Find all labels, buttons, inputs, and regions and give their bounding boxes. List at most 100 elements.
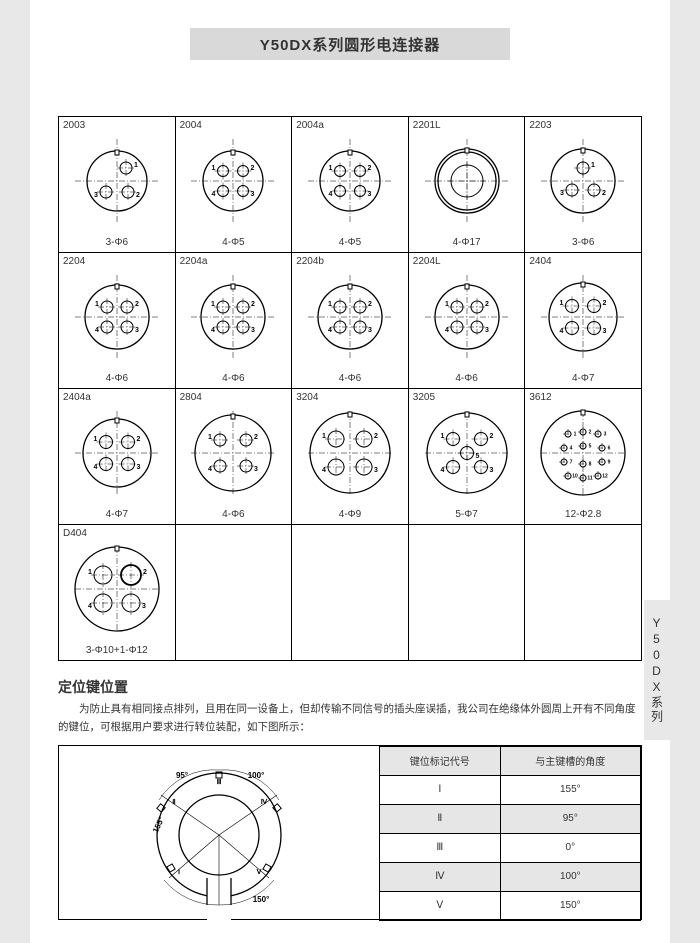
key-code: Ⅲ	[380, 833, 501, 862]
svg-text:3: 3	[254, 466, 258, 473]
svg-text:4: 4	[211, 327, 215, 334]
page-title: Y50DX系列圆形电连接器	[190, 28, 510, 60]
grid-cell: 2003 132 3-Φ6	[59, 117, 176, 253]
cell-spec: 4-Φ6	[409, 373, 525, 384]
cell-id: 2204L	[409, 253, 525, 267]
grid-cell	[408, 525, 525, 661]
grid-cell: 2204 1234 4-Φ6	[59, 253, 176, 389]
cell-spec: 4-Φ7	[59, 509, 175, 520]
svg-text:1: 1	[211, 301, 215, 308]
cell-spec: 4-Φ6	[292, 373, 408, 384]
key-row: Ⅰ155°	[380, 775, 641, 804]
svg-text:1: 1	[93, 436, 97, 443]
cell-id: 3204	[292, 389, 408, 403]
svg-text:2: 2	[489, 433, 493, 440]
angle-label: 150°	[253, 895, 270, 904]
cell-id: 2204b	[292, 253, 408, 267]
cell-spec: 5-Φ7	[409, 509, 525, 520]
section-title: 定位键位置	[58, 677, 642, 697]
grid-cell: 2204a 1234 4-Φ6	[175, 253, 292, 389]
key-row: Ⅴ150°	[380, 891, 641, 920]
svg-text:2: 2	[251, 301, 255, 308]
svg-text:3: 3	[94, 192, 98, 199]
grid-cell: 2203 132 3-Φ6	[525, 117, 642, 253]
svg-text:3: 3	[135, 327, 139, 334]
svg-text:10: 10	[572, 473, 578, 479]
svg-text:1: 1	[95, 301, 99, 308]
svg-text:3: 3	[136, 464, 140, 471]
svg-text:1: 1	[88, 569, 92, 576]
cell-id: 3612	[525, 389, 641, 403]
svg-text:1: 1	[322, 433, 326, 440]
cell-id: 3205	[409, 389, 525, 403]
cell-spec: 4-Φ6	[59, 373, 175, 384]
grid-cell: 2004a 1234 4-Φ5	[292, 117, 409, 253]
svg-text:Ⅳ: Ⅳ	[261, 798, 268, 806]
grid-cell: 2804 1234 4-Φ6	[175, 389, 292, 525]
svg-text:9: 9	[608, 459, 611, 465]
svg-text:2: 2	[485, 301, 489, 308]
cell-spec: 4-Φ6	[176, 373, 292, 384]
cell-id: 2004	[176, 117, 292, 131]
svg-text:4: 4	[560, 328, 564, 335]
grid-cell: D404 1234 3-Φ10+1-Φ12	[59, 525, 176, 661]
svg-text:4: 4	[328, 327, 332, 334]
grid-cell: 2404a 1234 4-Φ7	[59, 389, 176, 525]
grid-cell	[292, 525, 409, 661]
svg-text:2: 2	[589, 429, 592, 435]
svg-text:1: 1	[212, 165, 216, 172]
cell-id: 2201L	[409, 117, 525, 131]
page: Y50DX系列圆形电连接器 2003 132 3-Φ6 2004	[30, 0, 670, 943]
key-row: Ⅲ0°	[380, 833, 641, 862]
svg-text:2: 2	[603, 300, 607, 307]
grid-cell: 3204 1234 4-Φ9	[292, 389, 409, 525]
svg-text:5: 5	[475, 453, 479, 460]
svg-text:Ⅴ: Ⅴ	[256, 868, 262, 876]
cell-spec: 4-Φ5	[292, 237, 408, 248]
key-angle: 150°	[500, 891, 640, 920]
key-table: 键位标记代号 与主键槽的角度 Ⅰ155°Ⅱ95°Ⅲ0°Ⅳ100°Ⅴ150°	[379, 746, 641, 921]
svg-text:4: 4	[445, 327, 449, 334]
svg-text:3: 3	[603, 328, 607, 335]
svg-text:6: 6	[608, 445, 611, 451]
svg-text:1: 1	[445, 301, 449, 308]
key-angle: 100°	[500, 862, 640, 891]
cell-spec: 4-Φ5	[176, 237, 292, 248]
svg-text:4: 4	[212, 191, 216, 198]
svg-text:2: 2	[368, 165, 372, 172]
key-code: Ⅰ	[380, 775, 501, 804]
svg-text:2: 2	[136, 436, 140, 443]
svg-text:1: 1	[328, 301, 332, 308]
cell-spec: 3-Φ6	[59, 237, 175, 248]
angle-label: 100°	[248, 771, 265, 780]
svg-text:2: 2	[135, 301, 139, 308]
grid-cell: 2404 1234 4-Φ7	[525, 253, 642, 389]
svg-text:1: 1	[574, 431, 577, 437]
svg-text:5: 5	[589, 443, 592, 449]
side-tab: Y50DX系列	[644, 600, 670, 740]
svg-text:2: 2	[251, 165, 255, 172]
key-block: 100° 95° 155° 150° Ⅲ Ⅳ Ⅱ Ⅴ Ⅰ 键位标记代号 与主键槽…	[58, 745, 642, 920]
cell-id: 2203	[525, 117, 641, 131]
key-figure: 100° 95° 155° 150° Ⅲ Ⅳ Ⅱ Ⅴ Ⅰ	[59, 746, 379, 919]
svg-text:4: 4	[88, 603, 92, 610]
cell-spec: 4-Φ9	[292, 509, 408, 520]
cell-spec: 4-Φ17	[409, 237, 525, 248]
key-angle: 155°	[500, 775, 640, 804]
svg-text:11: 11	[588, 475, 594, 481]
cell-id: 2004a	[292, 117, 408, 131]
grid-cell: 2204L 1234 4-Φ6	[408, 253, 525, 389]
cell-id: 2404a	[59, 389, 175, 403]
svg-text:3: 3	[368, 191, 372, 198]
svg-text:Ⅲ: Ⅲ	[217, 778, 222, 786]
section-body: 为防止具有相同接点排列，且用在同一设备上，但却传输不同信号的插头座误插，我公司在…	[58, 701, 642, 737]
svg-text:4: 4	[322, 467, 326, 474]
grid-cell	[525, 525, 642, 661]
key-row: Ⅳ100°	[380, 862, 641, 891]
cell-id: 2204	[59, 253, 175, 267]
grid-cell: 2204b 1234 4-Φ6	[292, 253, 409, 389]
key-angle: 0°	[500, 833, 640, 862]
svg-text:2: 2	[374, 433, 378, 440]
svg-text:3: 3	[560, 190, 564, 197]
grid-cell: 2004 1234 4-Φ5	[175, 117, 292, 253]
